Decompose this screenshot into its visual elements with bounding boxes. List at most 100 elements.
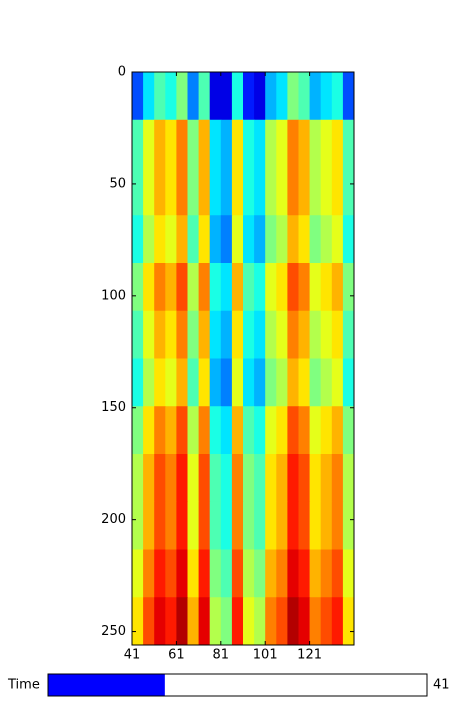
slider-track[interactable] [47,673,428,697]
heat-cell [220,167,233,216]
y-tick-label: 150 [101,400,126,415]
heat-cell [198,215,211,264]
heat-cell [320,310,333,359]
x-tick-label: 61 [168,648,185,663]
slider-fill[interactable] [48,674,165,696]
heat-cell [342,454,355,503]
heat-cell [220,501,233,550]
heat-cell [154,119,166,168]
heat-cell [309,406,322,455]
heat-cell [187,167,200,216]
heat-cell [220,549,233,598]
heat-cell [342,119,355,168]
heat-cell [298,72,311,121]
heat-cell [287,549,299,598]
heat-cell [331,263,344,312]
heat-cell [220,310,233,359]
heat-cell [309,597,322,646]
heat-cell [198,549,211,598]
heat-cell [165,72,177,121]
heat-cell [209,263,222,312]
heat-cell [276,215,288,264]
heat-cell [154,167,166,216]
heat-cell [320,72,333,121]
heat-cell [320,501,333,550]
heat-cell [342,549,355,598]
heat-cell [231,310,244,359]
heat-cell [276,119,288,168]
heat-cell [243,501,255,550]
heat-cell [176,549,188,598]
heat-cell [143,310,155,359]
heat-cell [143,358,155,407]
heat-cell [198,454,211,503]
heat-cell [254,119,266,168]
heat-cell [220,454,233,503]
heat-cell [287,119,299,168]
heat-cell [187,454,200,503]
heat-cell [209,597,222,646]
heat-cell [254,215,266,264]
heat-cell [132,167,144,216]
heat-cell [298,215,311,264]
heat-cell [132,310,144,359]
heat-cell [209,310,222,359]
heat-cell [243,454,255,503]
heat-cell [176,501,188,550]
heat-cell [320,263,333,312]
heat-cell [298,597,311,646]
heat-cell [165,406,177,455]
slider-label: Time [7,678,40,693]
heat-cell [209,72,222,121]
heat-cell [265,119,277,168]
heat-cell [165,454,177,503]
heat-cell [298,119,311,168]
heat-cell [231,263,244,312]
heat-cell [132,72,144,121]
heat-cell [298,358,311,407]
heat-cell [165,215,177,264]
heat-cell [298,549,311,598]
heat-cell [276,72,288,121]
heat-cell [187,263,200,312]
heat-cell [298,310,311,359]
heat-cell [331,119,344,168]
heat-cell [198,501,211,550]
heat-cell [198,406,211,455]
heat-cell [243,215,255,264]
heat-cell [287,597,299,646]
heat-cell [187,549,200,598]
heat-cell [165,263,177,312]
heat-cell [132,215,144,264]
heat-cell [165,358,177,407]
heat-cell [298,454,311,503]
heat-cell [265,358,277,407]
heat-cell [176,215,188,264]
heat-cell [132,263,144,312]
heat-cell [298,406,311,455]
heat-cell [342,72,355,121]
heat-cell [254,310,266,359]
heat-cell [254,358,266,407]
heat-cell [231,454,244,503]
heat-cell [298,501,311,550]
heat-cell [220,119,233,168]
heat-cell [243,549,255,598]
heat-cell [287,406,299,455]
heat-cell [243,310,255,359]
heat-cell [342,501,355,550]
heat-cell [276,597,288,646]
heat-cell [165,501,177,550]
heat-cell [176,597,188,646]
heat-cell [265,501,277,550]
heat-cell [231,119,244,168]
heat-cell [187,72,200,121]
heat-cell [254,597,266,646]
heat-cell [243,167,255,216]
heat-cell [265,310,277,359]
heat-cell [165,310,177,359]
heat-cell [243,119,255,168]
heat-cell [220,358,233,407]
heat-cell [187,406,200,455]
y-tick-label: 100 [101,288,126,303]
